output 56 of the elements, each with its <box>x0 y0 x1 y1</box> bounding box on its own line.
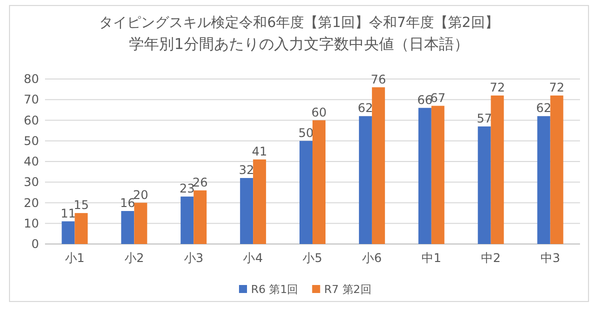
bar <box>300 140 312 244</box>
bar <box>312 120 326 244</box>
data-label: 23 <box>179 182 195 196</box>
bar <box>240 178 254 244</box>
data-label: 76 <box>370 72 386 86</box>
data-label: 20 <box>133 188 148 202</box>
x-tick-label: 小3 <box>184 251 204 265</box>
x-tick-label: 小2 <box>124 251 144 265</box>
bar <box>358 116 372 244</box>
x-tick-label: 小6 <box>362 251 382 265</box>
data-label: 15 <box>74 198 89 212</box>
y-tick-label: 30 <box>24 175 39 190</box>
bar <box>121 211 134 244</box>
x-tick-label: 小4 <box>243 251 263 265</box>
x-tick-label: 小1 <box>64 251 85 265</box>
y-tick-label: 20 <box>24 196 39 210</box>
x-tick-label: 中2 <box>481 251 501 265</box>
data-label: 62 <box>358 101 374 116</box>
data-label: 16 <box>120 196 136 210</box>
y-tick-label: 50 <box>24 134 39 148</box>
bar <box>180 196 194 244</box>
bar <box>431 106 444 244</box>
bar <box>74 213 88 244</box>
y-tick-label: 0 <box>31 237 39 251</box>
data-label: 41 <box>252 144 268 158</box>
bar <box>537 116 550 244</box>
bar <box>194 190 207 244</box>
bar <box>490 96 504 244</box>
legend-label: R7 第2回 <box>324 283 372 296</box>
x-tick-label: 小5 <box>302 251 322 265</box>
chart-subtitle: 学年別1分間あたりの入力文字数中央値（日本語） <box>129 35 469 53</box>
y-tick-label: 80 <box>24 72 39 86</box>
x-tick-label: 中1 <box>422 251 442 265</box>
data-label: 57 <box>476 111 492 126</box>
chart-title: タイピングスキル検定令和6年度【第1回】令和7年度【第2回】 <box>99 15 499 31</box>
data-label: 67 <box>430 90 446 105</box>
x-tick-label: 中3 <box>540 251 560 265</box>
bar <box>550 96 564 244</box>
data-label: 11 <box>60 206 76 220</box>
bar <box>134 202 148 244</box>
y-tick-label: 60 <box>24 113 39 128</box>
data-label: 72 <box>490 80 505 94</box>
bar <box>372 87 385 244</box>
bar <box>478 126 491 244</box>
data-label: 60 <box>311 105 327 120</box>
legend-label: R6 第1回 <box>251 283 298 296</box>
y-tick-label: 40 <box>24 154 39 168</box>
data-label: 50 <box>298 126 314 140</box>
data-label: 32 <box>238 163 254 177</box>
bar <box>418 108 432 244</box>
data-label: 66 <box>417 92 433 107</box>
bar <box>253 159 266 244</box>
y-tick-label: 10 <box>24 216 39 230</box>
bar <box>62 221 75 244</box>
data-label: 72 <box>549 80 564 94</box>
y-tick-label: 70 <box>24 92 39 107</box>
